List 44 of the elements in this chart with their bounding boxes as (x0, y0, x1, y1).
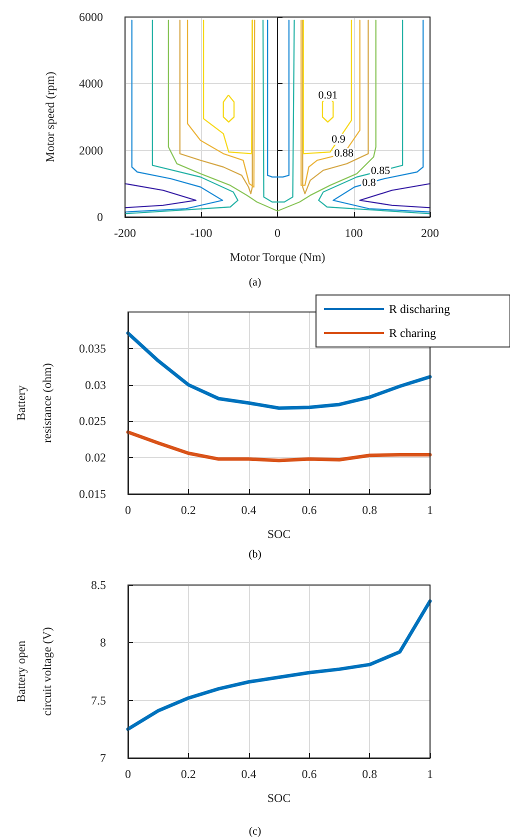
text: (b) (248, 548, 262, 560)
x-tick-label: 0.6 (302, 767, 317, 781)
x-axis-title: SOC (267, 791, 291, 805)
x-tick-label: 1 (427, 503, 433, 517)
x-tick-label: 0.8 (362, 503, 378, 517)
annotation: 0.85 (370, 164, 391, 177)
y-tick-label: 7 (100, 751, 106, 765)
x-tick-label: 0.2 (180, 767, 196, 781)
y-tick-label: 0.03 (85, 378, 106, 392)
y-axis-title: Battery open circuit voltage (V) (14, 627, 54, 716)
y-tick-label: 0 (97, 210, 103, 224)
x-tick-label: 0 (125, 767, 131, 781)
annotation: 0.8 (362, 176, 376, 189)
x-tick-label: 0 (274, 226, 280, 240)
y-axis-title: Battery resistance (ohm) (14, 363, 54, 443)
x-tick-label: 200 (421, 226, 439, 240)
x-tick-label: 0.6 (302, 503, 317, 517)
x-tick-label: 0.8 (362, 767, 378, 781)
x-tick-label: -100 (190, 226, 212, 240)
y-tick-label: 0.02 (85, 450, 106, 465)
x-tick-label: 100 (344, 226, 363, 240)
x-tick-label: 0 (125, 503, 131, 517)
y-tick-label: 0.025 (79, 414, 106, 428)
x-tick-label: 0.4 (241, 767, 256, 781)
x-axis-title: SOC (267, 527, 291, 541)
y-tick-label: 0.015 (79, 487, 106, 501)
legend-label: R charing (389, 326, 436, 340)
x-tick-label: 0.4 (241, 503, 256, 517)
legend-label: R discharing (389, 302, 450, 316)
x-tick-label: 1 (427, 767, 433, 781)
x-tick-label: -200 (114, 226, 136, 240)
y-tick-label: 2000 (79, 143, 103, 158)
annotation: 0.9 (332, 133, 346, 146)
x-tick-label: 0.2 (180, 503, 196, 517)
x-axis-title: Motor Torque (Nm) (230, 250, 326, 264)
y-axis-title: Motor speed (rpm) (43, 72, 57, 162)
y-tick-label: 0.035 (79, 341, 106, 356)
text: (a) (248, 276, 262, 288)
y-tick-label: 8 (100, 636, 106, 650)
text: (c) (248, 826, 262, 838)
y-tick-label: 8.5 (91, 578, 106, 592)
y-tick-label: 7.5 (91, 693, 106, 708)
y-tick-label: 6000 (79, 10, 103, 24)
y-tick-label: 4000 (79, 76, 103, 91)
